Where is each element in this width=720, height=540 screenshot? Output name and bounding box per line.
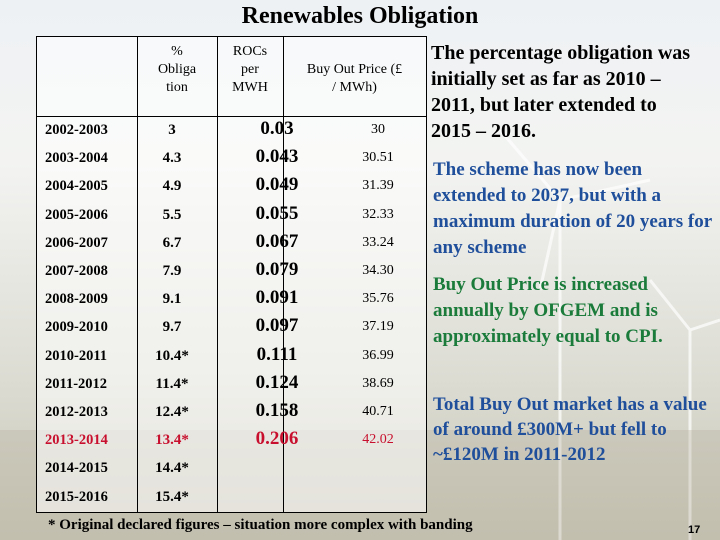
row-rocs: 0.079 (255, 259, 299, 280)
row-year: 2011-2012 (45, 375, 108, 392)
row-obligation: 11.4* (155, 375, 189, 392)
row-obligation: 10.4* (155, 347, 189, 364)
row-buy-out-price: 34.30 (362, 263, 394, 278)
table-row: 2014-2015 14.4* (37, 454, 426, 483)
row-year: 2009-2010 (45, 319, 108, 336)
row-year: 2012-2013 (45, 404, 108, 420)
row-obligation: 13.4* (155, 432, 189, 449)
row-obligation: 5.5 (162, 206, 182, 223)
row-rocs: 0.124 (255, 371, 299, 393)
row-year: 2005-2006 (45, 206, 108, 223)
header-obligation: % Obliga tion (157, 44, 197, 95)
row-rocs: 0.03 (260, 118, 294, 139)
note-market-value: Total Buy Out market has a value of arou… (433, 394, 707, 465)
table-row: 2005-2006 5.5 0.055 32.33 (37, 201, 426, 230)
row-buy-out-price: 37.19 (362, 319, 394, 335)
footnote: * Original declared figures – situation … (48, 517, 473, 533)
row-obligation: 9.7 (162, 319, 182, 336)
row-buy-out-price: 42.02 (362, 432, 394, 448)
table-row: 2012-2013 12.4* 0.158 40.71 (37, 398, 426, 427)
row-buy-out-price: 40.71 (362, 404, 394, 419)
note-scheme-extension: The scheme has now been extended to 2037… (433, 159, 712, 258)
table-row: 2009-2010 9.7 0.097 37.19 (37, 313, 426, 342)
row-year: 2008-2009 (45, 291, 108, 308)
row-buy-out-price: 31.39 (362, 178, 394, 194)
row-rocs: 0.049 (255, 174, 299, 196)
row-obligation: 14.4* (155, 460, 189, 477)
row-buy-out-price: 32.33 (362, 206, 394, 222)
row-obligation: 12.4* (155, 404, 189, 420)
table-row: 2011-2012 11.4* 0.124 38.69 (37, 370, 426, 399)
row-rocs: 0.055 (255, 202, 299, 224)
row-buy-out-price: 30 (371, 122, 385, 137)
row-year: 2003-2004 (45, 150, 108, 167)
note-obligation-period: The percentage obligation was initially … (431, 42, 691, 142)
row-rocs: 0.206 (255, 428, 299, 450)
page-title: Renewables Obligation (241, 3, 479, 29)
table-row: 2013-2014 13.4* 0.206 42.02 (37, 426, 426, 455)
row-buy-out-price: 36.99 (362, 347, 394, 363)
row-year: 2004-2005 (45, 178, 108, 195)
page-number: 17 (688, 524, 701, 536)
row-year: 2010-2011 (45, 347, 108, 364)
row-obligation: 3 (168, 122, 176, 138)
row-year: 2014-2015 (45, 460, 108, 477)
row-buy-out-price: 33.24 (362, 234, 394, 250)
table-row: 2002-2003 3 0.03 30 (37, 116, 426, 145)
note-buy-out-price: Buy Out Price is increased annually by O… (433, 274, 663, 347)
row-obligation: 15.4* (155, 488, 189, 505)
table-row: 2006-2007 6.7 0.067 33.24 (37, 229, 426, 258)
row-rocs: 0.091 (255, 287, 299, 309)
table-row: 2003-2004 4.3 0.043 30.51 (37, 144, 426, 173)
table-row: 2004-2005 4.9 0.049 31.39 (37, 172, 426, 201)
row-obligation: 4.3 (162, 150, 182, 167)
row-rocs: 0.067 (255, 230, 299, 252)
row-year: 2006-2007 (45, 234, 108, 251)
row-buy-out-price: 30.51 (362, 150, 394, 166)
row-rocs: 0.158 (255, 400, 299, 421)
row-buy-out-price: 35.76 (362, 291, 394, 307)
row-rocs: 0.097 (255, 315, 299, 337)
row-year: 2013-2014 (45, 432, 108, 449)
header-buy-out-price: Buy Out Price (£ / MWh) (306, 62, 403, 95)
row-obligation: 6.7 (162, 234, 182, 251)
table-row: 2010-2011 10.4* 0.111 36.99 (37, 342, 426, 371)
renewables-table: % Obliga tion ROCs per MWH Buy Out Price… (36, 36, 427, 513)
row-rocs: 0.043 (255, 146, 299, 168)
table-row: 2008-2009 9.1 0.091 35.76 (37, 285, 426, 314)
row-rocs: 0.111 (256, 343, 298, 365)
row-year: 2002-2003 (45, 122, 108, 138)
table-row: 2007-2008 7.9 0.079 34.30 (37, 257, 426, 286)
table-row: 2015-2016 15.4* (37, 483, 426, 512)
row-obligation: 4.9 (162, 178, 182, 195)
header-rocs: ROCs per MWH (232, 44, 268, 95)
row-year: 2015-2016 (45, 488, 108, 505)
row-obligation: 9.1 (162, 291, 182, 308)
row-obligation: 7.9 (162, 263, 182, 279)
row-year: 2007-2008 (45, 263, 108, 279)
row-buy-out-price: 38.69 (362, 375, 394, 391)
